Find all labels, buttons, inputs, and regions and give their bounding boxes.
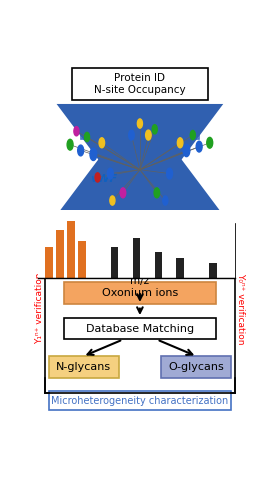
Circle shape <box>129 130 134 140</box>
Bar <box>155 252 162 278</box>
FancyBboxPatch shape <box>64 318 216 339</box>
Bar <box>111 246 118 278</box>
Bar <box>56 230 64 278</box>
Text: Y₀ⁿ⁺ verification: Y₀ⁿ⁺ verification <box>236 272 245 344</box>
Bar <box>67 221 75 278</box>
Circle shape <box>107 168 113 179</box>
Circle shape <box>196 141 202 152</box>
FancyBboxPatch shape <box>49 356 119 378</box>
Text: LC-HCD-MS: LC-HCD-MS <box>100 198 179 211</box>
Circle shape <box>207 138 213 148</box>
Circle shape <box>90 148 97 160</box>
Circle shape <box>84 132 90 141</box>
FancyBboxPatch shape <box>72 68 208 100</box>
Circle shape <box>152 124 157 134</box>
Circle shape <box>163 196 168 205</box>
Text: Protein ID
N-site Occupancy: Protein ID N-site Occupancy <box>94 74 186 95</box>
Circle shape <box>99 138 105 148</box>
Text: Y₁ⁿ⁺ verification: Y₁ⁿ⁺ verification <box>35 272 44 344</box>
Bar <box>78 241 86 278</box>
Text: vWF: vWF <box>90 174 117 184</box>
Text: m/z: m/z <box>130 276 150 285</box>
FancyBboxPatch shape <box>161 356 231 378</box>
Text: N-glycans: N-glycans <box>56 362 111 372</box>
Circle shape <box>120 188 126 198</box>
Bar <box>133 238 140 278</box>
FancyBboxPatch shape <box>64 282 216 304</box>
FancyBboxPatch shape <box>81 193 199 216</box>
Bar <box>176 258 184 278</box>
Text: Microheterogeneity characterization: Microheterogeneity characterization <box>51 396 229 406</box>
Circle shape <box>67 140 73 150</box>
Circle shape <box>95 173 100 182</box>
Circle shape <box>154 188 160 198</box>
Bar <box>209 264 217 278</box>
Bar <box>45 246 53 278</box>
Circle shape <box>183 144 190 156</box>
Circle shape <box>137 119 143 128</box>
Text: Database Matching: Database Matching <box>86 324 194 334</box>
Circle shape <box>167 168 173 179</box>
FancyBboxPatch shape <box>81 116 199 139</box>
Circle shape <box>74 126 79 136</box>
Circle shape <box>177 138 183 148</box>
Circle shape <box>146 130 151 140</box>
FancyBboxPatch shape <box>49 391 231 410</box>
Text: Oxonium ions: Oxonium ions <box>102 288 178 298</box>
Text: O-glycans: O-glycans <box>168 362 224 372</box>
Text: LC-CID-MS: LC-CID-MS <box>103 121 176 134</box>
Circle shape <box>110 196 115 205</box>
Circle shape <box>190 130 195 140</box>
Bar <box>45 224 235 393</box>
Circle shape <box>78 145 84 156</box>
